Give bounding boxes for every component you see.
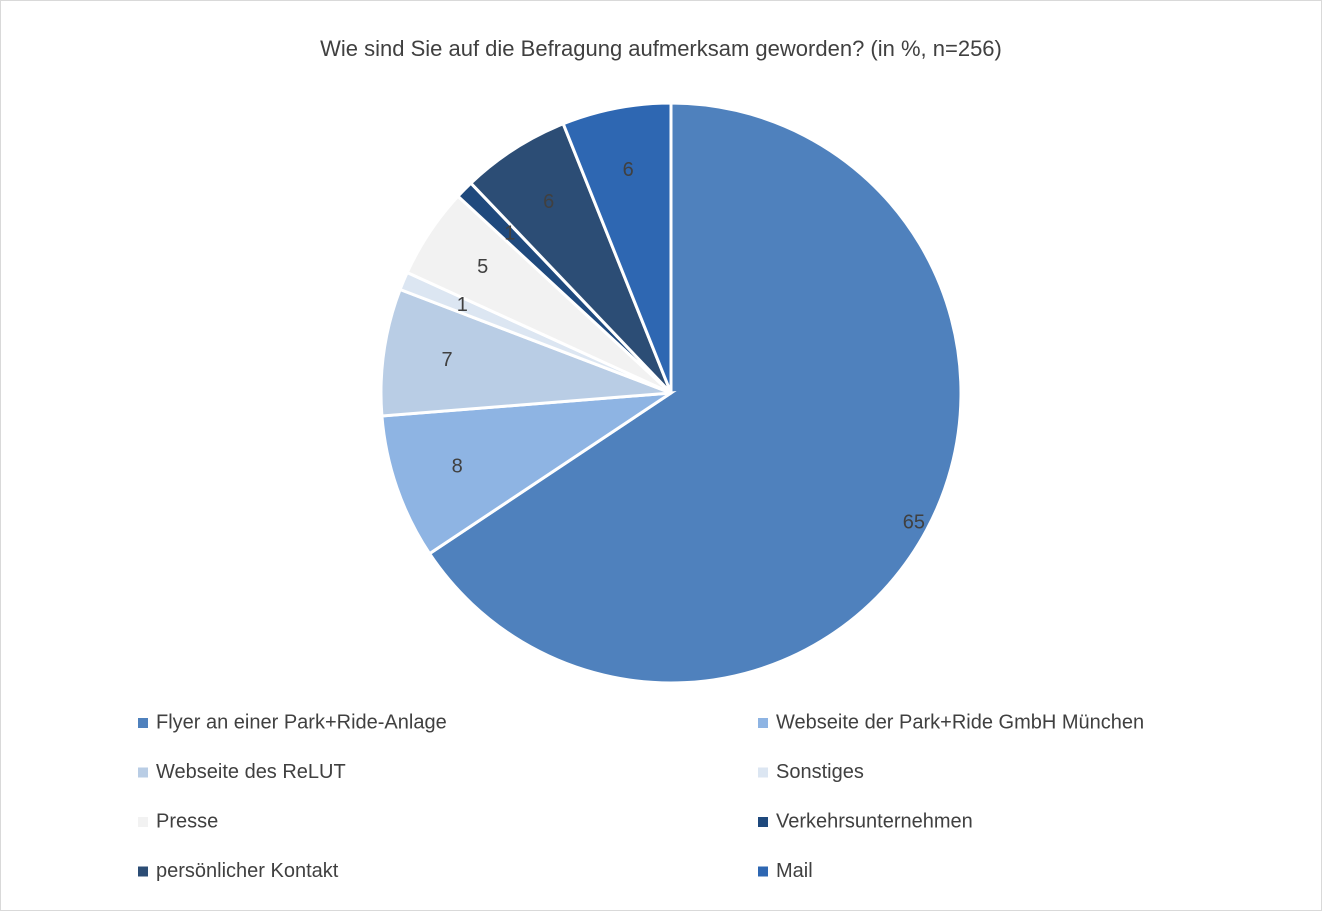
legend-swatch xyxy=(758,718,768,728)
legend-swatch xyxy=(138,817,148,827)
data-label: 6 xyxy=(543,191,554,213)
pie-slice xyxy=(379,287,672,418)
pie-slice xyxy=(561,101,673,394)
data-label: 1 xyxy=(457,294,468,316)
pie-slice xyxy=(427,101,963,685)
legend-swatch xyxy=(758,817,768,827)
legend-swatch xyxy=(758,866,768,877)
legend-label: Mail xyxy=(776,860,813,882)
data-label: 6 xyxy=(623,159,634,181)
data-label: 1 xyxy=(504,223,515,245)
legend-label: Webseite des ReLUT xyxy=(156,761,346,783)
legend-label: Webseite der Park+Ride GmbH München xyxy=(776,711,1144,733)
data-label: 65 xyxy=(903,511,925,533)
legend-label: persönlicher Kontakt xyxy=(156,860,339,882)
legend-label: Presse xyxy=(156,810,218,832)
data-label: 7 xyxy=(442,349,453,371)
legend-label: Sonstiges xyxy=(776,761,864,783)
legend-swatch xyxy=(138,767,148,778)
legend-label: Flyer an einer Park+Ride-Anlage xyxy=(156,711,447,733)
legend-swatch xyxy=(138,866,148,877)
data-label: 5 xyxy=(477,256,488,278)
pie-slice xyxy=(380,391,677,556)
chart-title: Wie sind Sie auf die Befragung aufmerksa… xyxy=(320,36,1002,61)
legend-label: Verkehrsunternehmen xyxy=(776,810,973,832)
legend-swatch xyxy=(758,767,768,778)
legend-swatch xyxy=(138,718,148,728)
data-label: 8 xyxy=(452,455,463,477)
